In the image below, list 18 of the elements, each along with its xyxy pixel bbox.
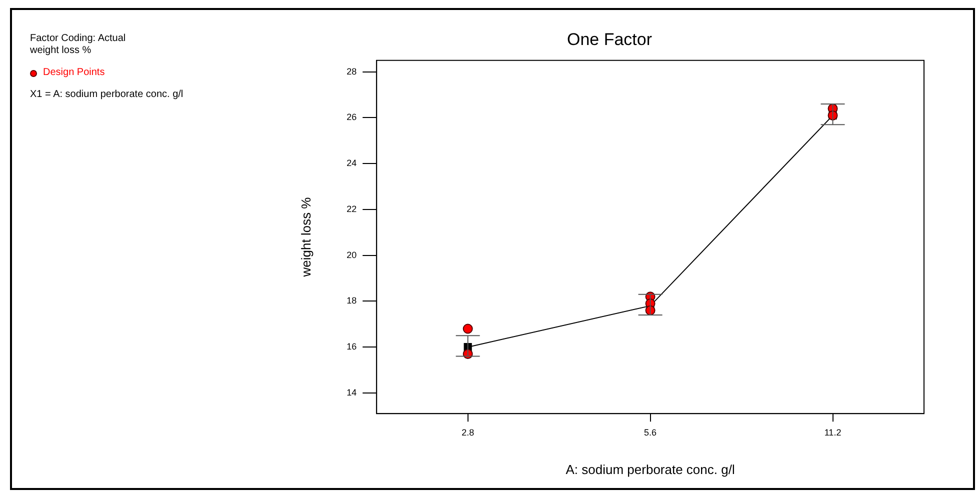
y-tick-label: 22: [346, 204, 357, 214]
x-tick-label: 5.6: [644, 427, 657, 438]
x-tick-label: 11.2: [824, 427, 842, 438]
y-tick-label: 20: [346, 250, 357, 260]
legend-label: Design Points: [43, 67, 105, 79]
x-axis-title: A: sodium perborate conc. g/l: [566, 462, 735, 477]
text: Factor Coding: Actual: [30, 33, 127, 45]
text: X1 = A: sodium perborate conc. g/l: [30, 89, 184, 101]
y-tick-label: 18: [346, 296, 357, 306]
y-axis-title: weight loss %: [298, 196, 314, 278]
text: weight loss %: [30, 45, 92, 57]
y-tick-label: 16: [346, 342, 357, 352]
y-tick-label: 28: [346, 66, 357, 76]
y-tick-label: 14: [346, 387, 357, 398]
x-tick-label: 2.8: [462, 427, 474, 438]
chart-title: One Factor: [566, 30, 652, 49]
y-tick-label: 24: [346, 158, 357, 168]
y-tick-label: 26: [346, 112, 357, 122]
